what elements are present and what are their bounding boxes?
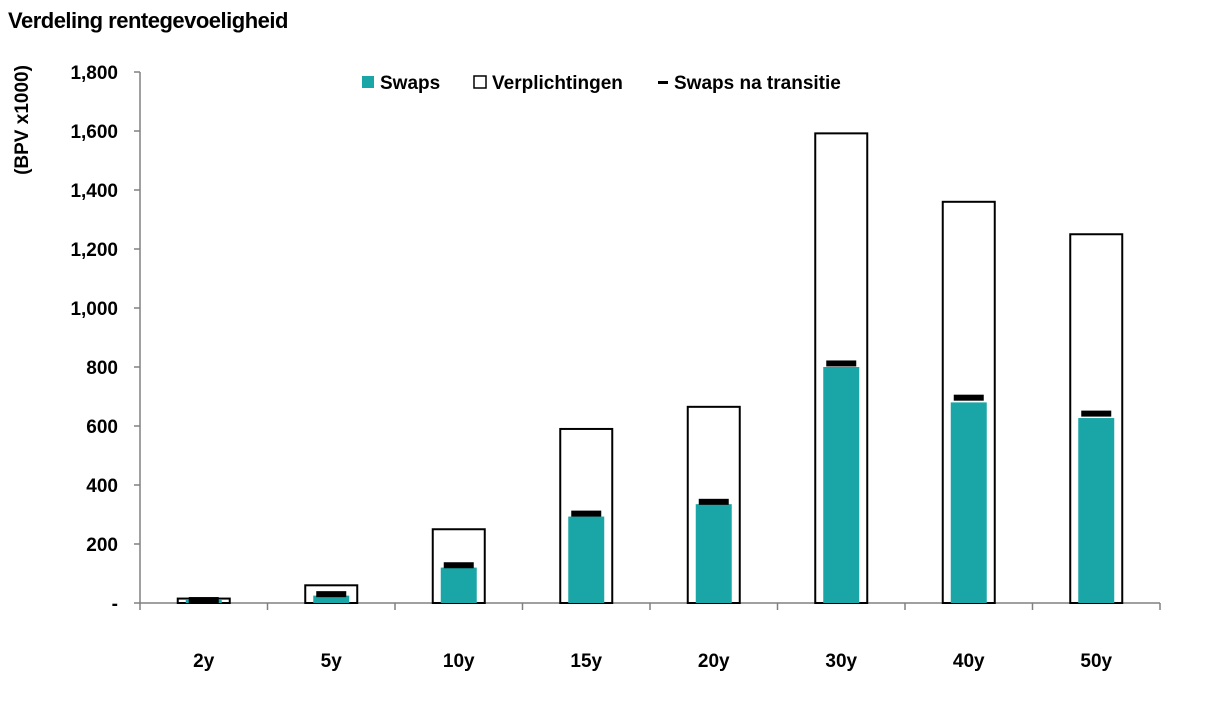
x-tick-label: 40y: [953, 651, 985, 672]
transition-mark: [1081, 410, 1112, 417]
y-tick-label: 600: [86, 417, 118, 438]
swaps-bar: [823, 367, 860, 603]
y-tick-label: 1,400: [70, 181, 118, 202]
y-tick-label: 1,200: [70, 240, 118, 261]
x-tick-label: 10y: [443, 651, 475, 672]
transition-marks: [188, 360, 1112, 604]
y-tick-label: 1,600: [70, 122, 118, 143]
transition-mark: [953, 394, 984, 401]
transition-mark: [698, 498, 729, 505]
y-tick-label: -: [112, 594, 118, 615]
legend-swatch-transition: [658, 81, 668, 84]
axes: [134, 71, 1161, 610]
legend-swatch-verplichtingen: [473, 75, 487, 89]
chart-title: Verdeling rentegevoeligheid: [8, 8, 288, 33]
swaps-bar: [568, 516, 605, 603]
y-tick-label: 800: [86, 358, 118, 379]
tick-labels: - 200 400 600 800 1,000 1,200 1,400 1,600 1,800 2y…: [70, 63, 1112, 672]
swaps-bar: [440, 567, 477, 603]
y-tick-label: 400: [86, 476, 118, 497]
y-tick-label: 200: [86, 535, 118, 556]
x-tick-label: 50y: [1080, 651, 1112, 672]
x-tick-label: 30y: [825, 651, 857, 672]
y-tick-label: 1,000: [70, 299, 118, 320]
transition-mark: [188, 597, 219, 604]
swaps-bar: [695, 504, 732, 603]
transition-mark: [316, 591, 347, 598]
legend-label-transition: Swaps na transitie: [674, 73, 841, 94]
x-tick-label: 5y: [321, 651, 343, 672]
transition-mark: [571, 510, 602, 517]
swaps-bar: [950, 402, 987, 603]
swaps-bars: [185, 367, 1115, 603]
legend-label-swaps: Swaps: [380, 73, 440, 94]
y-tick-label: 1,800: [70, 63, 118, 84]
x-tick-label: 15y: [570, 651, 602, 672]
transition-mark: [443, 562, 474, 569]
swaps-bar: [1078, 418, 1115, 603]
swaps-bar: [313, 595, 350, 603]
legend-swatch-swaps: [362, 76, 374, 88]
y-axis-label: (BPV x1000): [12, 65, 33, 175]
x-tick-label: 2y: [193, 651, 215, 672]
legend: Swaps Verplichtingen Swaps na transitie: [362, 73, 841, 94]
transition-mark: [826, 360, 857, 367]
x-tick-label: 20y: [698, 651, 730, 672]
legend-label-verplichtingen: Verplichtingen: [492, 73, 623, 94]
